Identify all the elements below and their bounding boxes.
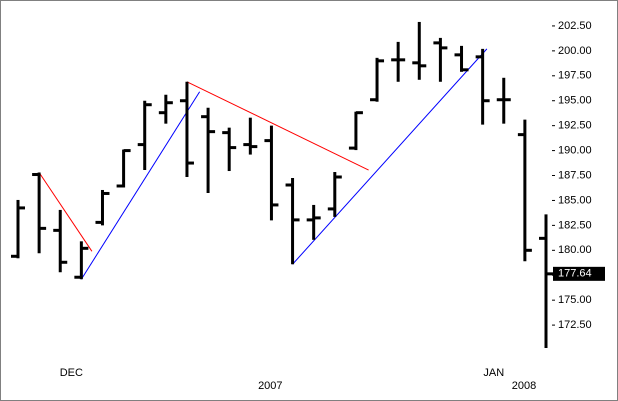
year-label: 2008 xyxy=(512,380,536,392)
year-label: 2007 xyxy=(258,380,282,392)
trendline xyxy=(38,172,93,252)
y-tick-label: 195.00 xyxy=(558,95,592,107)
x-tick-label: DEC xyxy=(60,367,83,379)
y-tick-label: 185.00 xyxy=(558,194,592,206)
y-tick-label: 197.50 xyxy=(558,70,592,82)
y-tick-label: 200.00 xyxy=(558,45,592,57)
y-tick-label: 192.50 xyxy=(558,120,592,132)
trendline xyxy=(292,48,488,265)
y-tick-label: 187.50 xyxy=(558,169,592,181)
x-tick-label: JAN xyxy=(483,367,504,379)
last-value-box xyxy=(553,266,605,281)
y-tick-label: 180.00 xyxy=(558,244,592,256)
y-tick-label: 182.50 xyxy=(558,219,592,231)
last-value-label: 177.64 xyxy=(558,268,592,280)
trendline xyxy=(186,81,369,171)
y-tick-label: 175.00 xyxy=(558,294,592,306)
trendline xyxy=(80,91,201,280)
y-tick-label: 172.50 xyxy=(558,319,592,331)
y-tick-label: 190.00 xyxy=(558,144,592,156)
y-tick-label: 202.50 xyxy=(558,20,592,32)
